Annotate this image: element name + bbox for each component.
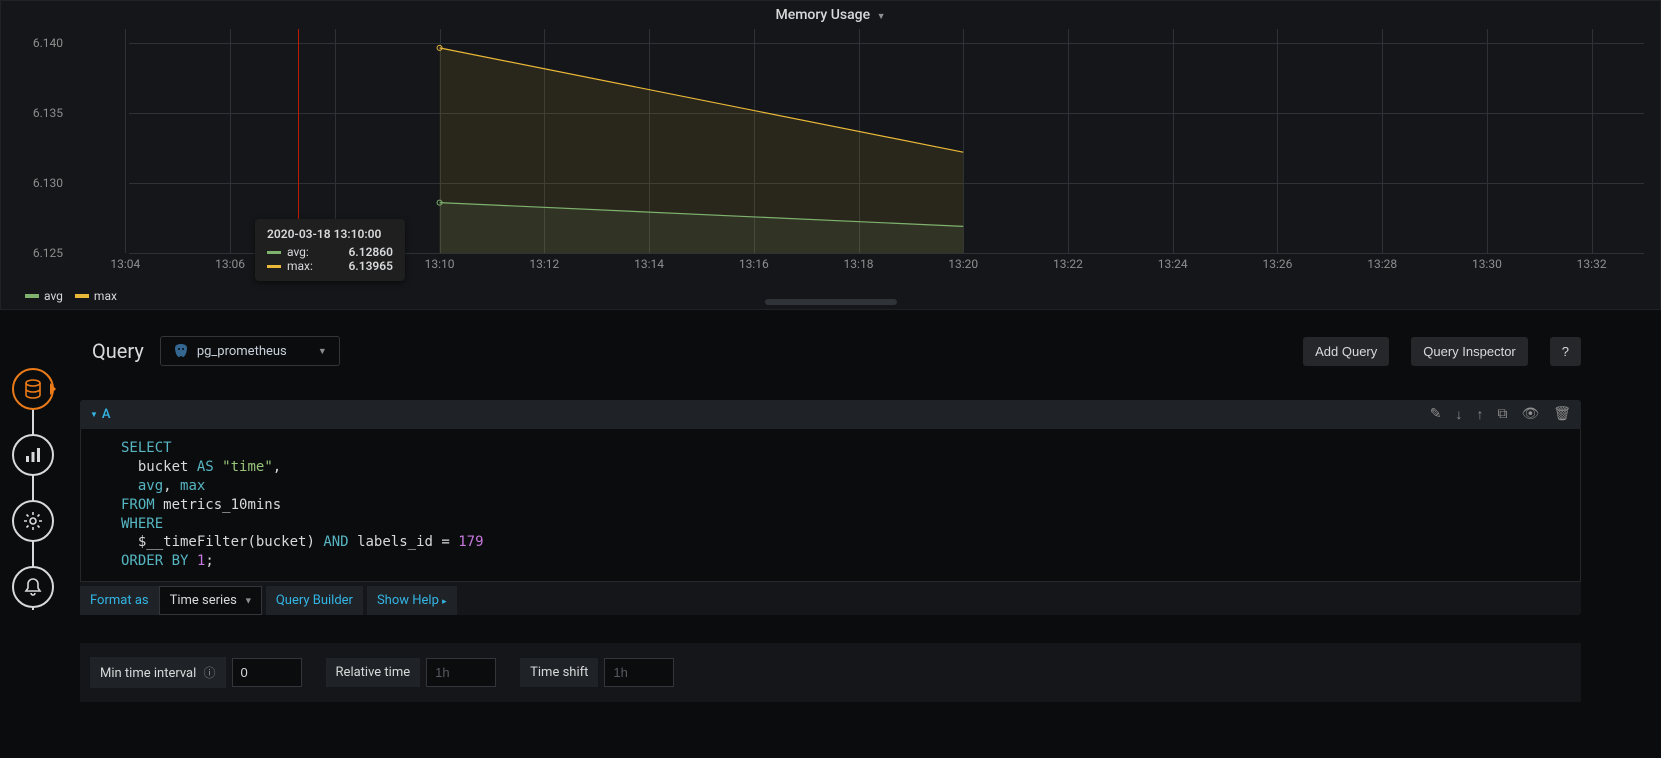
- tab-queries[interactable]: [12, 368, 54, 410]
- help-button[interactable]: ?: [1550, 337, 1581, 366]
- query-row-header[interactable]: ▼ A ✎ ↓ ↑ ⧉ 👁 🗑: [80, 400, 1581, 429]
- tooltip-row: avg:6.12860: [267, 245, 393, 259]
- x-axis-tick: 13:12: [529, 257, 559, 271]
- query-builder-link[interactable]: Query Builder: [266, 586, 363, 615]
- duplicate-icon[interactable]: ⧉: [1497, 406, 1507, 423]
- toggle-visibility-icon[interactable]: 👁: [1521, 406, 1539, 423]
- sql-editor[interactable]: SELECT bucket AS "time", avg, max FROM m…: [80, 429, 1581, 582]
- x-axis-tick: 13:04: [110, 257, 140, 271]
- query-editor: Query pg_prometheus ▼ Add Query Query In…: [80, 326, 1581, 702]
- legend-swatch: [75, 294, 89, 298]
- x-axis-tick: 13:24: [1158, 257, 1188, 271]
- relative-time-label: Relative time: [326, 658, 421, 687]
- y-axis-tick: 6.135: [33, 106, 63, 120]
- tab-alert[interactable]: [12, 566, 54, 608]
- database-icon: [23, 379, 43, 399]
- add-query-button[interactable]: Add Query: [1303, 337, 1389, 366]
- chart-tooltip: 2020-03-18 13:10:00 avg:6.12860max:6.139…: [255, 219, 405, 281]
- x-axis-tick: 13:30: [1472, 257, 1502, 271]
- tab-general[interactable]: [12, 500, 54, 542]
- format-as-select[interactable]: Time series ▼: [159, 586, 262, 615]
- postgres-icon: [173, 343, 189, 359]
- delete-icon[interactable]: 🗑: [1553, 406, 1571, 423]
- y-axis-tick: 6.125: [33, 246, 63, 260]
- query-letter: ▼ A: [90, 407, 111, 422]
- query-ref-id: A: [102, 407, 111, 422]
- query-row-actions: ✎ ↓ ↑ ⧉ 👁 🗑: [1430, 406, 1571, 423]
- legend-label: avg: [44, 289, 63, 303]
- legend: avg max: [25, 289, 117, 303]
- time-shift-input[interactable]: [604, 658, 674, 687]
- chevron-down-icon: ▼: [877, 12, 886, 22]
- x-axis-tick: 13:14: [634, 257, 664, 271]
- query-title: Query: [92, 339, 144, 363]
- format-as-value: Time series: [170, 593, 237, 608]
- panel-title[interactable]: Memory Usage ▼: [1, 1, 1660, 27]
- time-shift-label: Time shift: [520, 658, 598, 687]
- tooltip-timestamp: 2020-03-18 13:10:00: [267, 227, 393, 241]
- datasource-picker[interactable]: pg_prometheus ▼: [160, 336, 340, 366]
- tooltip-row: max:6.13965: [267, 259, 393, 273]
- x-axis-tick: 13:18: [844, 257, 874, 271]
- query-inspector-button[interactable]: Query Inspector: [1411, 337, 1528, 366]
- cog-icon: [23, 511, 43, 531]
- show-help-link[interactable]: Show Help ▸: [367, 586, 457, 615]
- x-axis-tick: 13:32: [1577, 257, 1607, 271]
- format-as-label: Format as: [80, 586, 159, 615]
- show-help-text: Show Help: [377, 593, 439, 608]
- x-axis-tick: 13:28: [1367, 257, 1397, 271]
- min-interval-label-text: Min time interval: [100, 666, 196, 681]
- x-axis-tick: 13:20: [948, 257, 978, 271]
- format-row: Format as Time series ▼ Query Builder Sh…: [80, 586, 1581, 615]
- legend-item[interactable]: max: [75, 289, 117, 303]
- chevron-down-icon: ▼: [90, 410, 98, 419]
- legend-swatch: [25, 294, 39, 298]
- move-up-icon[interactable]: ↑: [1476, 406, 1483, 423]
- chevron-down-icon: ▼: [244, 595, 253, 606]
- move-down-icon[interactable]: ↓: [1455, 406, 1462, 423]
- y-axis-tick: 6.140: [33, 36, 63, 50]
- x-axis-tick: 13:26: [1262, 257, 1292, 271]
- bell-icon: [23, 577, 43, 597]
- panel-title-text: Memory Usage: [775, 7, 870, 23]
- chevron-down-icon: ▼: [318, 346, 327, 357]
- editor-tabs: [12, 368, 54, 632]
- chevron-right-icon: ▸: [442, 597, 447, 607]
- x-axis-tick: 13:10: [425, 257, 455, 271]
- min-interval-label: Min time interval ⓘ: [90, 657, 226, 688]
- chart-icon: [23, 445, 43, 465]
- query-options-row: Min time interval ⓘ Relative time Time s…: [80, 643, 1581, 702]
- min-interval-input[interactable]: [232, 658, 302, 687]
- legend-label: max: [94, 289, 117, 303]
- x-axis-tick: 13:22: [1053, 257, 1083, 271]
- query-header: Query pg_prometheus ▼ Add Query Query In…: [80, 326, 1581, 376]
- info-icon[interactable]: ⓘ: [204, 666, 216, 680]
- x-axis-tick: 13:06: [215, 257, 245, 271]
- tab-visualization[interactable]: [12, 434, 54, 476]
- edit-icon[interactable]: ✎: [1430, 406, 1442, 423]
- panel-resize-handle[interactable]: [765, 299, 897, 305]
- relative-time-input[interactable]: [426, 658, 496, 687]
- query-row: ▼ A ✎ ↓ ↑ ⧉ 👁 🗑 SELECT bucket AS "time",…: [80, 400, 1581, 615]
- y-axis-tick: 6.130: [33, 176, 63, 190]
- chart-panel: Memory Usage ▼ 6.125 6.130 6.135 6.140 13:04…: [0, 0, 1661, 310]
- datasource-name: pg_prometheus: [197, 344, 287, 359]
- x-axis-tick: 13:16: [739, 257, 769, 271]
- legend-item[interactable]: avg: [25, 289, 63, 303]
